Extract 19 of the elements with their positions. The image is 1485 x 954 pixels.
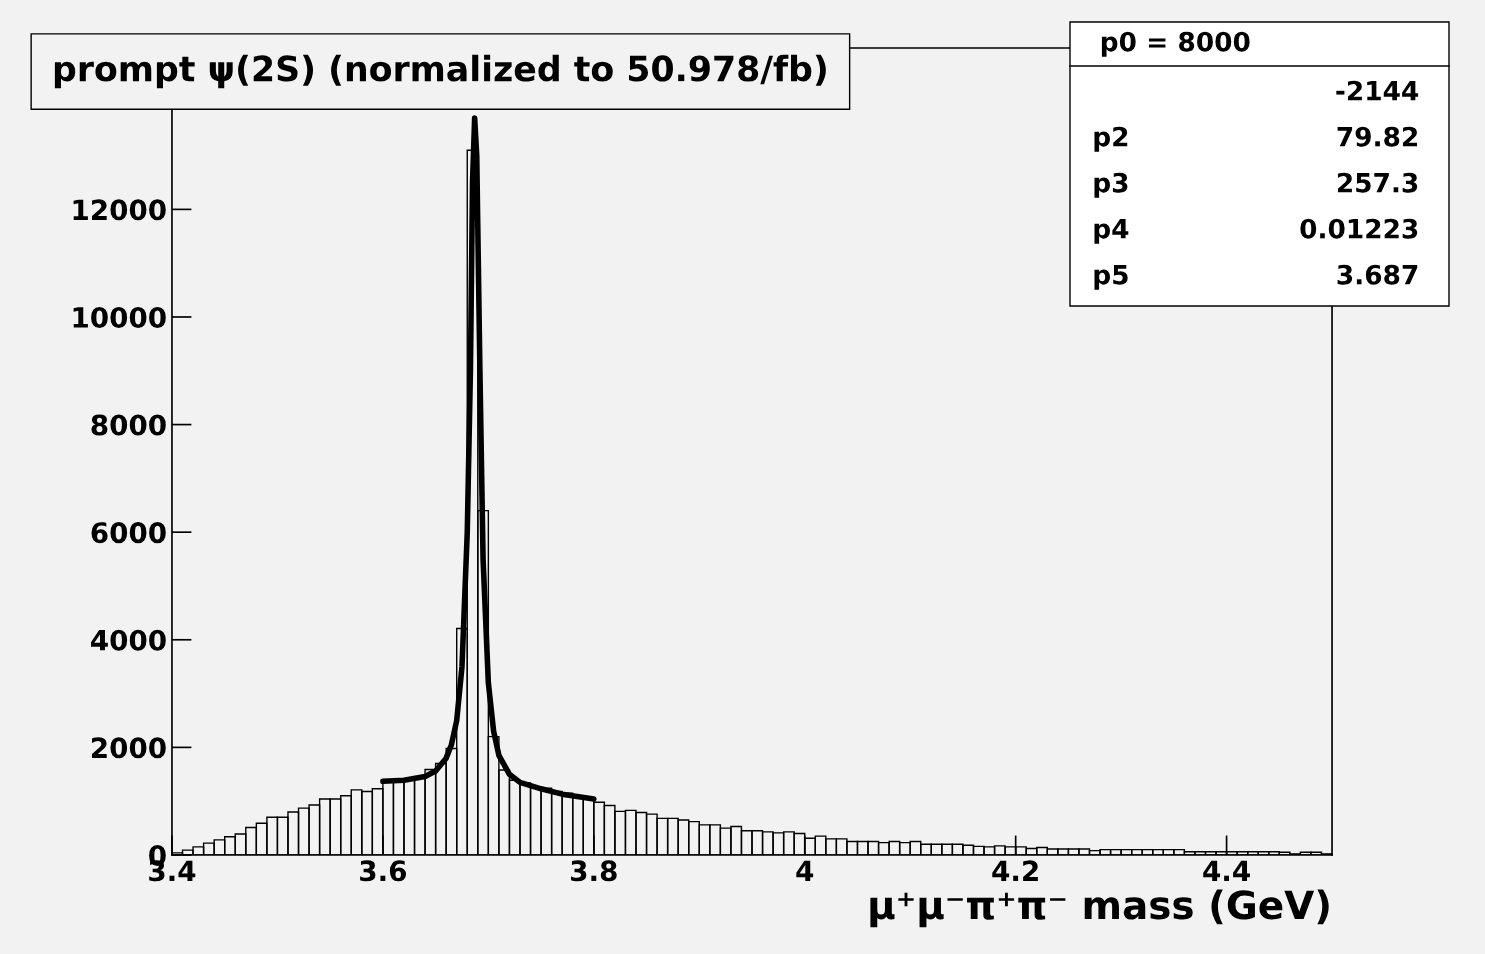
y-tick-label: 8000 bbox=[91, 414, 166, 436]
text: p2 79.82 bbox=[1094, 126, 1418, 152]
y-tick-label: 12000 bbox=[73, 199, 166, 221]
text: p3 257.3 bbox=[1094, 172, 1418, 198]
y-tick-label: 6000 bbox=[91, 522, 166, 544]
x-tick-label: 3.6 bbox=[360, 860, 406, 882]
chart-title: prompt ψ(2S) (normalized to 50.978/fb) bbox=[54, 54, 826, 89]
text: p4 0.01223 bbox=[1094, 218, 1418, 244]
text: -2144 bbox=[1336, 80, 1419, 101]
x-tick-label: 4.2 bbox=[992, 860, 1038, 881]
y-tick-label: 2000 bbox=[91, 737, 166, 759]
x-tick-label: 3.8 bbox=[571, 860, 617, 882]
x-tick-label: 4 bbox=[796, 860, 814, 881]
text: p5 3.687 bbox=[1094, 264, 1418, 290]
y-tick-label: 10000 bbox=[73, 306, 166, 328]
x-axis-title: μ⁺μ⁻π⁺π⁻ mass (GeV) bbox=[870, 889, 1329, 928]
x-tick-label: 4.4 bbox=[1203, 860, 1250, 881]
annotation: p0 = 8000 bbox=[1101, 31, 1250, 57]
y-tick-label: 4000 bbox=[91, 629, 166, 651]
